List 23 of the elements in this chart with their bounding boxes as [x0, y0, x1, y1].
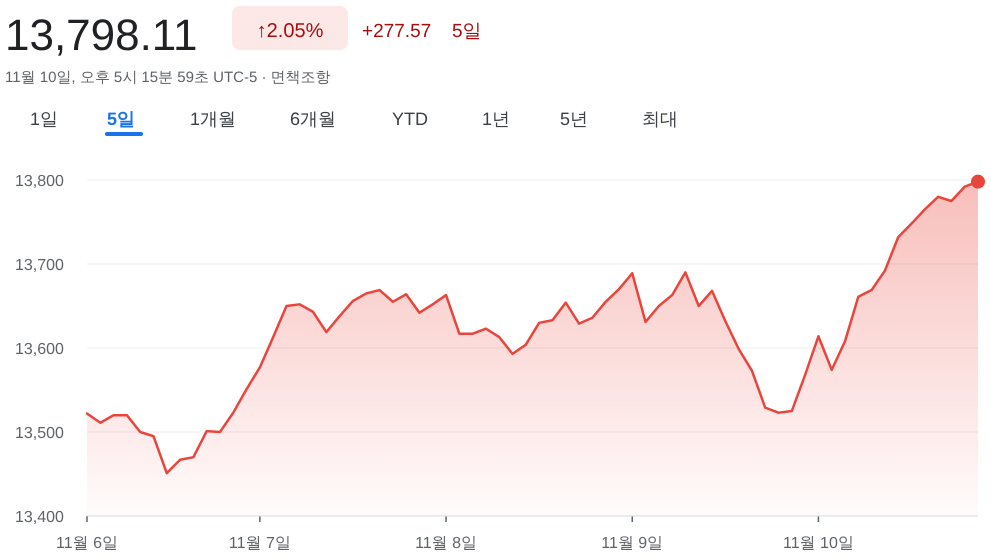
x-tick-label: 11월 10일 [782, 535, 854, 552]
text: 5일 [107, 109, 136, 129]
text: 최대 [642, 109, 678, 129]
text: ↑2.05% [256, 20, 324, 42]
text: YTD [392, 109, 428, 129]
text: 1년 [482, 109, 510, 129]
text: 1개월 [190, 109, 236, 129]
y-tick-label: 13,600 [15, 341, 64, 358]
x-tick-label: 11월 6일 [56, 535, 118, 552]
text: 5년 [560, 109, 588, 129]
y-tick-label: 13,400 [15, 509, 64, 526]
text: 1일 [30, 109, 58, 129]
text: 6개월 [290, 109, 336, 129]
x-tick-label: 11월 9일 [601, 535, 664, 552]
chart-subtitle: 11월 10일, 오후 5시 15분 59초 UTC-5 · 면책조항 [5, 69, 331, 86]
y-tick-label: 13,800 [15, 173, 64, 190]
text: +277.57 [362, 21, 432, 42]
text: 5일 [452, 21, 482, 42]
chart-title: 13,798.11 [5, 11, 198, 60]
x-tick-label: 11월 8일 [415, 535, 478, 552]
y-tick-label: 13,500 [15, 425, 64, 442]
y-tick-label: 13,700 [15, 257, 64, 274]
x-tick-label: 11월 7일 [228, 535, 291, 552]
